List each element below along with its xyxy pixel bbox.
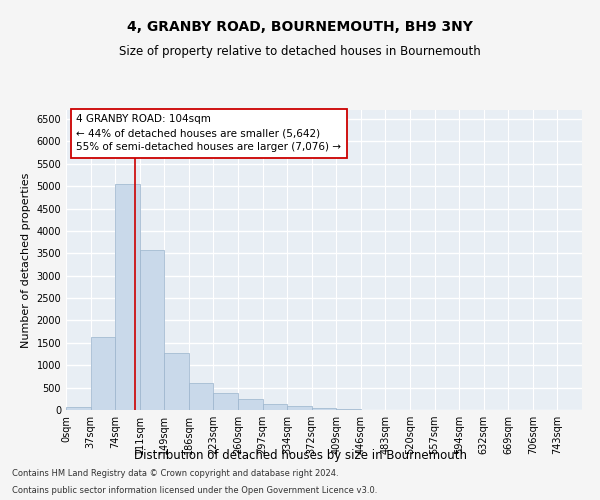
Bar (238, 400, 263, 410)
Bar (66, 408, 91, 410)
Text: Contains public sector information licensed under the Open Government Licence v3: Contains public sector information licen… (12, 486, 377, 495)
Bar (263, 404, 287, 410)
Text: Contains HM Land Registry data © Crown copyright and database right 2024.: Contains HM Land Registry data © Crown c… (12, 468, 338, 477)
Bar (287, 406, 312, 410)
Text: Distribution of detached houses by size in Bournemouth: Distribution of detached houses by size … (133, 448, 467, 462)
Bar (164, 353, 189, 410)
Bar (189, 383, 214, 410)
Bar (312, 408, 336, 410)
Y-axis label: Number of detached properties: Number of detached properties (21, 172, 31, 348)
Bar (115, 184, 140, 410)
Bar (140, 250, 164, 410)
Bar (336, 409, 361, 410)
Text: 4 GRANBY ROAD: 104sqm
← 44% of detached houses are smaller (5,642)
55% of semi-d: 4 GRANBY ROAD: 104sqm ← 44% of detached … (76, 114, 341, 152)
Bar (214, 392, 238, 410)
Bar (91, 338, 115, 410)
Text: 4, GRANBY ROAD, BOURNEMOUTH, BH9 3NY: 4, GRANBY ROAD, BOURNEMOUTH, BH9 3NY (127, 20, 473, 34)
Text: Size of property relative to detached houses in Bournemouth: Size of property relative to detached ho… (119, 45, 481, 58)
